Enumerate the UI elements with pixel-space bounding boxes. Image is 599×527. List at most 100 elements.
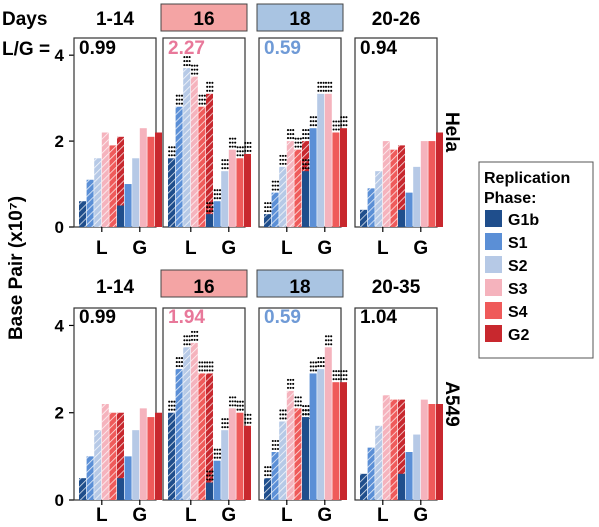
significance-dot (340, 124, 343, 127)
bar-g1b-g (302, 171, 309, 227)
significance-dot (342, 370, 345, 373)
significance-dot (324, 335, 328, 338)
category-label-l: L (185, 505, 197, 526)
lg-ratio-label: L/G = (2, 39, 50, 60)
significance-dot (246, 141, 249, 145)
significance-dot (211, 369, 214, 372)
significance-dot (319, 357, 323, 360)
significance-dot (266, 202, 269, 205)
significance-dot (168, 408, 171, 411)
significance-dot (279, 162, 282, 165)
significance-dot (228, 396, 232, 399)
significance-dot (175, 357, 178, 360)
significance-dot (266, 210, 269, 213)
row-label-hela: Hela (441, 112, 462, 153)
y-tick-label: 2 (55, 404, 64, 423)
significance-dot (332, 120, 335, 123)
significance-dot (274, 188, 277, 191)
significance-dot (183, 64, 186, 67)
significance-dot (175, 98, 178, 101)
significance-dot (206, 365, 209, 368)
days-strip-highlight (160, 3, 248, 32)
bar-s2-g (221, 171, 229, 227)
lg-ratio-value: 1.04 (360, 307, 397, 328)
significance-dot (221, 167, 224, 170)
significance-dot (284, 158, 287, 161)
significance-dot (246, 421, 249, 424)
significance-dot (279, 409, 282, 412)
significance-dot (173, 150, 176, 153)
significance-dot (211, 474, 214, 477)
bar-s3-g (324, 93, 332, 227)
significance-dot (221, 426, 224, 429)
bar-hatch-overlay (101, 404, 109, 500)
significance-dot (294, 404, 297, 407)
significance-dot (246, 149, 249, 153)
significance-dot (276, 180, 280, 183)
significance-dot (188, 339, 191, 342)
significance-dot (218, 456, 222, 459)
significance-dot (286, 378, 290, 381)
bar-hatch-overlay (183, 68, 191, 228)
legend-swatch-s3 (485, 279, 502, 296)
significance-dot (180, 361, 184, 364)
legend-title-line-1: Replication (484, 170, 570, 187)
significance-dot (302, 163, 305, 166)
significance-dot (246, 145, 249, 149)
category-label-g: G (221, 238, 236, 259)
significance-dot (216, 197, 219, 200)
significance-dot (231, 141, 234, 144)
significance-dot (213, 189, 216, 192)
significance-dot (249, 141, 252, 145)
significance-dot (211, 365, 214, 368)
significance-dot (307, 409, 310, 412)
significance-dot (239, 408, 242, 411)
days-strip-highlight (256, 3, 344, 32)
category-label-g: G (221, 505, 236, 526)
significance-dot (196, 68, 199, 71)
significance-dot (294, 396, 297, 399)
significance-dot (289, 386, 292, 389)
significance-dot (198, 102, 201, 105)
lg-ratio-value: 0.99 (79, 307, 116, 328)
legend-label-s2: S2 (508, 258, 528, 275)
significance-dot (332, 378, 335, 381)
significance-dot (244, 145, 247, 149)
significance-dot (330, 89, 333, 92)
significance-dot (201, 365, 204, 368)
significance-dot (168, 400, 171, 403)
significance-dot (271, 188, 274, 191)
category-label-l: L (281, 238, 293, 259)
significance-dot (208, 89, 211, 92)
significance-dot (241, 146, 244, 149)
significance-dot (218, 452, 222, 455)
significance-dot (239, 150, 242, 153)
significance-dot (185, 339, 189, 342)
significance-dot (236, 408, 239, 411)
y-tick-label: 4 (55, 316, 65, 335)
significance-dot (190, 330, 194, 333)
significance-dot (279, 417, 282, 420)
category-label-l: L (96, 238, 108, 259)
significance-dot (337, 374, 340, 377)
bar-s3-g (139, 128, 147, 227)
significance-dot (302, 129, 305, 132)
days-strip-highlight (256, 269, 344, 298)
significance-dot (173, 400, 176, 403)
significance-dot (340, 120, 343, 123)
days-strip-label: 1-14 (96, 9, 134, 30)
bar-hatch-overlay (198, 373, 206, 500)
significance-dot (185, 60, 189, 63)
bar-s4-g (147, 136, 155, 227)
bar-hatch-overlay (79, 201, 86, 227)
significance-dot (297, 145, 300, 148)
significance-dot (173, 154, 176, 157)
significance-dot (337, 128, 340, 131)
significance-dot (216, 456, 219, 459)
significance-dot (211, 210, 214, 213)
significance-dot (236, 150, 239, 153)
significance-dot (327, 335, 330, 338)
legend-label-g1b: G1b (508, 212, 539, 229)
category-label-l: L (377, 238, 389, 259)
significance-dot (264, 202, 267, 205)
